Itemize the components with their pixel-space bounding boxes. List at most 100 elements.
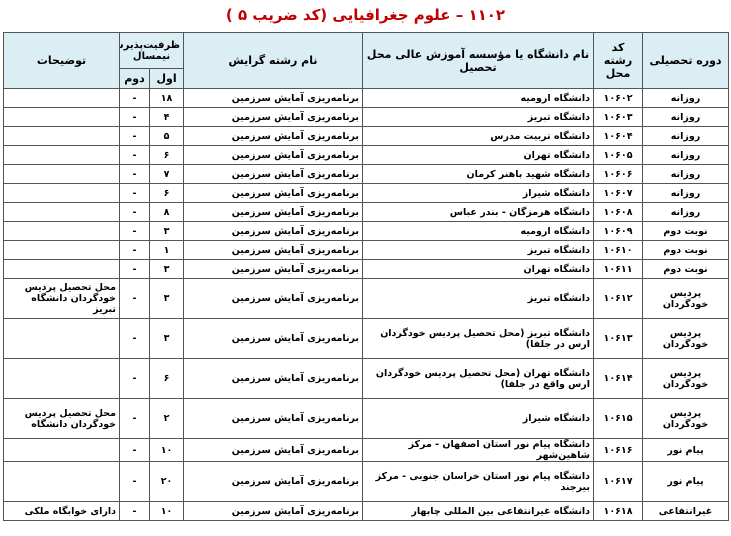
cell-code: ۱۰۶۰۶ (593, 164, 644, 184)
cell-course: روزانه (642, 202, 730, 222)
cell-notes (3, 164, 120, 184)
cell-university: دانشگاه هرمزگان - بندر عباس (362, 202, 595, 222)
cell-course: غیرانتفاعی (642, 501, 730, 521)
cell-major: برنامه‌ریزی آمایش سرزمین (183, 398, 364, 439)
cell-first: ۶ (149, 183, 185, 203)
cell-notes (3, 183, 120, 203)
cell-code: ۱۰۶۰۹ (593, 221, 644, 241)
cell-second: - (118, 88, 151, 108)
cell-major: برنامه‌ریزی آمایش سرزمین (183, 358, 364, 399)
cell-first: ۳ (149, 318, 185, 359)
cell-course: روزانه (642, 107, 730, 127)
cell-major: برنامه‌ریزی آمایش سرزمین (183, 240, 364, 260)
cell-second: - (118, 398, 151, 439)
cell-major: برنامه‌ریزی آمایش سرزمین (183, 126, 364, 146)
cell-course: روزانه (642, 183, 730, 203)
cell-code: ۱۰۶۱۶ (593, 438, 644, 462)
cell-code: ۱۰۶۱۷ (593, 461, 644, 502)
cell-first: ۱ (149, 240, 185, 260)
cell-course: نوبت دوم (642, 221, 730, 241)
cell-code: ۱۰۶۰۴ (593, 126, 644, 146)
cell-notes (3, 202, 120, 222)
header-code: کد رشته محل (593, 32, 644, 89)
header-notes: توضیحات (3, 32, 120, 89)
cell-major: برنامه‌ریزی آمایش سرزمین (183, 259, 364, 279)
cell-second: - (118, 240, 151, 260)
cell-university: دانشگاه شیراز (362, 398, 595, 439)
cell-university: دانشگاه شهید باهنر کرمان (362, 164, 595, 184)
cell-university: دانشگاه پیام نور استان اصفهان - مرکز شاه… (362, 438, 595, 462)
cell-major: برنامه‌ریزی آمایش سرزمین (183, 278, 364, 319)
table-row: نوبت دوم ۱۰۶۰۹ دانشگاه ارومیه برنامه‌ریزی آ… (3, 221, 730, 241)
cell-second: - (118, 202, 151, 222)
cell-second: - (118, 461, 151, 502)
table-row: روزانه ۱۰۶۰۲ دانشگاه ارومیه برنامه‌ریزی آما… (3, 88, 730, 108)
cell-course: پردیس خودگردان (642, 358, 730, 399)
table-row: پردیس خودگردان ۱۰۶۱۴ دانشگاه تهران (محل تح… (3, 358, 730, 399)
table-row: روزانه ۱۰۶۰۷ دانشگاه شیراز برنامه‌ریزی آمای… (3, 183, 730, 203)
cell-major: برنامه‌ریزی آمایش سرزمین (183, 145, 364, 165)
cell-course: پردیس خودگردان (642, 318, 730, 359)
cell-first: ۳ (149, 221, 185, 241)
cell-course: روزانه (642, 88, 730, 108)
table-row: پیام نور ۱۰۶۱۷ دانشگاه پیام نور استان خراس… (3, 461, 730, 502)
cell-first: ۱۰ (149, 501, 185, 521)
table-row: روزانه ۱۰۶۰۸ دانشگاه هرمزگان - بندر عباس بر… (3, 202, 730, 222)
header-major: نام رشته گرایش (183, 32, 364, 89)
cell-first: ۲ (149, 398, 185, 439)
cell-second: - (118, 126, 151, 146)
table-row: غیرانتفاعی ۱۰۶۱۸ دانشگاه غیرانتفاعی بین ال… (3, 501, 730, 521)
cell-first: ۳ (149, 259, 185, 279)
table-row: روزانه ۱۰۶۰۶ دانشگاه شهید باهنر کرمان برنام… (3, 164, 730, 184)
cell-course: نوبت دوم (642, 259, 730, 279)
cell-notes (3, 318, 120, 359)
cell-first: ۴ (149, 107, 185, 127)
cell-second: - (118, 183, 151, 203)
cell-code: ۱۰۶۱۳ (593, 318, 644, 359)
programs-table: دوره تحصیلی کد رشته محل نام دانشگاه یا م… (3, 32, 730, 521)
cell-major: برنامه‌ریزی آمایش سرزمین (183, 461, 364, 502)
table-row: نوبت دوم ۱۰۶۱۰ دانشگاه تبریز برنامه‌ریزی آم… (3, 240, 730, 260)
header-course: دوره تحصیلی (642, 32, 730, 89)
cell-major: برنامه‌ریزی آمایش سرزمین (183, 501, 364, 521)
cell-code: ۱۰۶۰۷ (593, 183, 644, 203)
cell-code: ۱۰۶۰۵ (593, 145, 644, 165)
cell-university: دانشگاه تبریز (362, 107, 595, 127)
table-row: پردیس خودگردان ۱۰۶۱۵ دانشگاه شیراز برنامه‌ر… (3, 398, 730, 439)
cell-first: ۱۸ (149, 88, 185, 108)
cell-notes: محل تحصیل پردیس خودگردان دانشگاه تبریز (3, 278, 120, 319)
cell-code: ۱۰۶۱۱ (593, 259, 644, 279)
cell-university: دانشگاه تهران (362, 145, 595, 165)
cell-second: - (118, 164, 151, 184)
cell-second: - (118, 107, 151, 127)
cell-notes (3, 88, 120, 108)
cell-university: دانشگاه تبریز (362, 278, 595, 319)
cell-major: برنامه‌ریزی آمایش سرزمین (183, 183, 364, 203)
cell-notes (3, 221, 120, 241)
cell-first: ۵ (149, 126, 185, 146)
cell-course: نوبت دوم (642, 240, 730, 260)
cell-notes (3, 145, 120, 165)
table-row: روزانه ۱۰۶۰۳ دانشگاه تبریز برنامه‌ریزی آمای… (3, 107, 730, 127)
header-second: دوم (118, 68, 151, 89)
table-row: پیام نور ۱۰۶۱۶ دانشگاه پیام نور استان اصفه… (3, 438, 730, 462)
cell-second: - (118, 358, 151, 399)
cell-major: برنامه‌ریزی آمایش سرزمین (183, 221, 364, 241)
cell-course: روزانه (642, 145, 730, 165)
cell-course: پردیس خودگردان (642, 278, 730, 319)
cell-code: ۱۰۶۱۰ (593, 240, 644, 260)
cell-major: برنامه‌ریزی آمایش سرزمین (183, 88, 364, 108)
cell-course: روزانه (642, 126, 730, 146)
cell-second: - (118, 259, 151, 279)
cell-major: برنامه‌ریزی آمایش سرزمین (183, 202, 364, 222)
cell-second: - (118, 318, 151, 359)
cell-notes (3, 438, 120, 462)
cell-course: پیام نور (642, 461, 730, 502)
cell-notes (3, 107, 120, 127)
cell-university: دانشگاه شیراز (362, 183, 595, 203)
cell-course: پردیس خودگردان (642, 398, 730, 439)
cell-notes (3, 259, 120, 279)
cell-university: دانشگاه تهران (362, 259, 595, 279)
table-row: پردیس خودگردان ۱۰۶۱۳ دانشگاه تبریز (محل تح… (3, 318, 730, 359)
cell-university: دانشگاه ارومیه (362, 221, 595, 241)
